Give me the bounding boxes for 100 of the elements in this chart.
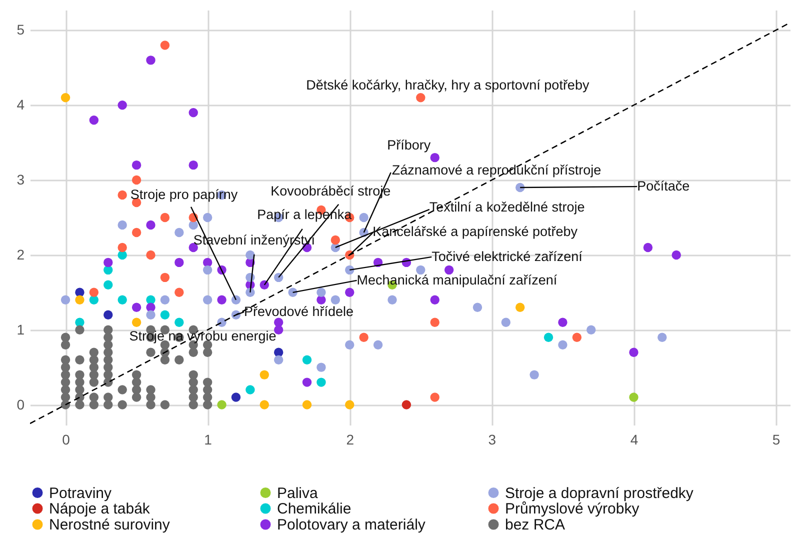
- legend-label: bez RCA: [505, 516, 566, 534]
- legend-label: Paliva: [277, 484, 319, 502]
- point: [60, 295, 70, 304]
- annotation: Stroje pro papírny: [130, 186, 238, 202]
- point: [330, 235, 340, 245]
- x-tick-label: 1: [204, 432, 212, 448]
- point: [572, 332, 582, 342]
- point: [132, 302, 142, 312]
- point: [515, 302, 525, 312]
- point: [430, 295, 440, 304]
- point: [629, 348, 638, 357]
- annotation: Textilní a kožedělné stroje: [429, 199, 585, 214]
- point: [160, 212, 170, 222]
- point: [274, 318, 284, 327]
- point: [188, 108, 198, 118]
- annotation: Záznamové a reprodukční přístroje: [392, 162, 602, 178]
- point: [104, 310, 113, 320]
- x-tick-label: 4: [630, 432, 638, 448]
- point: [444, 265, 454, 275]
- point: [515, 182, 525, 192]
- point: [89, 116, 99, 125]
- point: [629, 392, 638, 402]
- point: [202, 212, 212, 222]
- point: [373, 340, 383, 350]
- x-tick-label: 2: [346, 432, 354, 448]
- point: [345, 265, 354, 275]
- point: [530, 370, 539, 380]
- point: [416, 265, 426, 275]
- legend-label: Polotovary a materiály: [277, 516, 426, 534]
- point: [217, 400, 226, 410]
- point: [274, 272, 284, 282]
- point: [146, 295, 156, 304]
- point: [274, 355, 284, 364]
- annotation: Počítače: [637, 178, 690, 194]
- y-tick-label: 3: [16, 172, 25, 188]
- annotation: Mechanická manipulační zařízení: [356, 272, 558, 288]
- point: [174, 258, 184, 268]
- point: [260, 400, 270, 410]
- legend-label: Potraviny: [49, 484, 112, 502]
- y-tick-label: 4: [16, 96, 25, 113]
- point: [246, 385, 255, 394]
- point: [302, 378, 312, 387]
- point: [544, 332, 554, 342]
- x-tick-label: 0: [62, 432, 70, 448]
- annotation: Převodové hřídele: [244, 304, 354, 319]
- point: [174, 318, 184, 327]
- legend-label: Stroje a dopravní prostředky: [505, 484, 694, 502]
- point: [132, 318, 142, 327]
- x-tick-label: 3: [488, 432, 496, 448]
- point: [345, 400, 354, 410]
- point: [430, 392, 440, 402]
- point: [89, 295, 99, 304]
- point: [430, 318, 440, 327]
- point: [146, 302, 156, 312]
- point: [430, 152, 440, 162]
- point: [118, 220, 127, 230]
- point: [104, 280, 113, 290]
- point: [345, 288, 354, 298]
- point: [316, 362, 326, 372]
- point: [75, 295, 84, 304]
- point: [146, 310, 156, 320]
- point: [558, 318, 568, 327]
- point: [146, 220, 156, 230]
- point: [60, 93, 70, 102]
- point: [388, 295, 397, 304]
- point: [501, 318, 510, 327]
- point: [260, 370, 270, 380]
- point: [302, 355, 312, 364]
- point: [416, 93, 426, 102]
- legend-label: Nápoje a tabák: [49, 500, 150, 518]
- y-tick-label: 2: [16, 246, 25, 262]
- legend-label: Nerostné suroviny: [49, 516, 170, 534]
- point: [174, 228, 184, 238]
- legend-label: Průmyslové výrobky: [505, 500, 640, 518]
- point: [132, 175, 142, 185]
- point: [202, 295, 212, 304]
- point: [160, 40, 170, 50]
- point: [217, 295, 226, 304]
- point: [202, 265, 212, 275]
- point: [643, 242, 653, 252]
- point: [345, 340, 354, 350]
- point: [231, 392, 241, 402]
- point: [472, 302, 482, 312]
- annotation: Příbory: [387, 138, 431, 153]
- point: [586, 325, 596, 334]
- point: [118, 242, 127, 252]
- point: [402, 400, 412, 410]
- point: [118, 100, 127, 110]
- point: [132, 228, 142, 238]
- y-tick-label: 0: [16, 396, 25, 412]
- point: [160, 295, 170, 304]
- point: [658, 332, 667, 342]
- point: [118, 295, 127, 304]
- point: [672, 250, 681, 260]
- point: [160, 272, 170, 282]
- y-tick-label: 5: [16, 22, 25, 38]
- legend-label: Chemikálie: [277, 500, 352, 518]
- point: [174, 288, 184, 298]
- point: [231, 295, 241, 304]
- point: [260, 280, 270, 290]
